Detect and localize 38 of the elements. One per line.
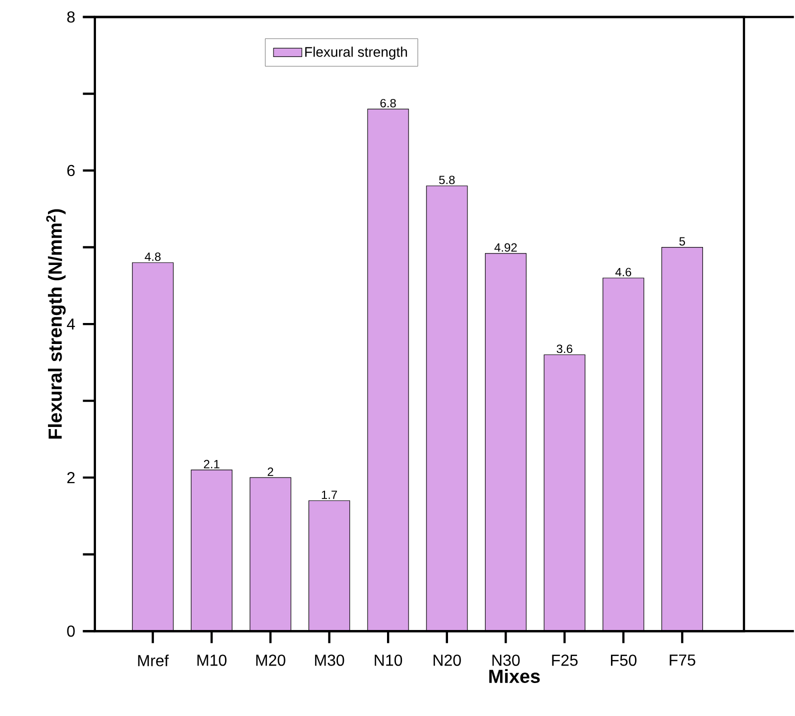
bar [250,478,291,632]
bar [308,500,350,632]
data-label: 4.8 [144,252,161,261]
x-tick-label: Mref [138,654,169,666]
x-tick-label: N20 [434,654,461,666]
x-axis-title: Mixes [489,669,540,683]
x-tick-label: N30 [492,654,520,666]
x-tick-label: F75 [670,654,696,666]
y-tick-label: 2 [67,472,75,484]
data-label: 5.8 [439,176,455,184]
x-tick-label: M10 [197,654,226,666]
data-label: 4.6 [615,268,632,276]
data-label: 2 [268,468,274,476]
bar [661,246,703,632]
y-tick-label: 4 [66,318,75,330]
x-tick-label: F50 [610,654,636,666]
y-axis-title: Flexural strength (N/mm$^{2}$) [46,209,66,439]
bar [602,278,644,632]
data-label: 1.7 [322,490,337,499]
y-tick-label: 8 [67,11,75,23]
bar [544,354,586,632]
bar [132,262,174,632]
x-tick-label: M30 [315,654,344,666]
y-tick-label: 0 [67,625,75,637]
data-label: 2.1 [204,460,220,468]
x-tick-label: M20 [256,654,286,666]
bar [485,253,526,632]
bar [426,186,468,632]
data-label: 3.6 [556,344,572,354]
x-tick-label: N10 [374,654,402,666]
data-label: 5 [679,237,686,246]
bar [368,109,409,632]
data-label: 4.92 [494,243,517,252]
bar [191,470,232,632]
legend-label: Flexural strength [305,46,407,60]
x-tick-label: F25 [552,654,578,666]
data-label: 6.8 [380,98,396,108]
y-tick-label: 6 [67,164,75,176]
